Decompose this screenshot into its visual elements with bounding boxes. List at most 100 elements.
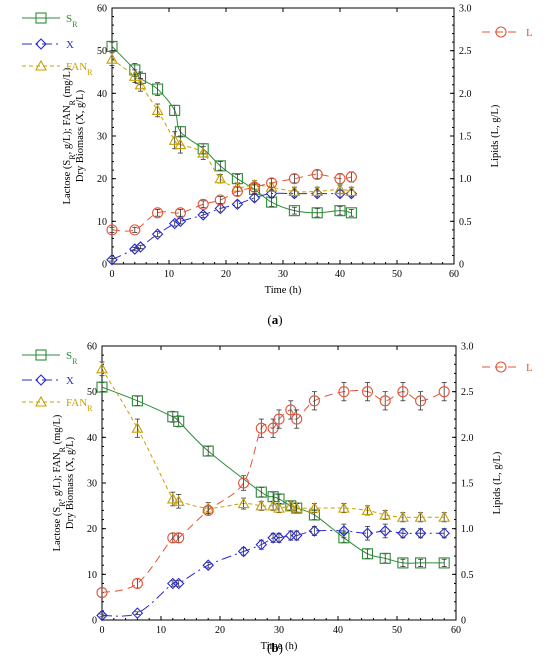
text-span: FAN (66, 397, 87, 409)
fan-marker (308, 501, 321, 513)
y-left-tick-label: 20 (97, 174, 107, 185)
y-left-tick-label: 10 (87, 570, 97, 581)
fan-marker (288, 185, 301, 197)
subscript: R (72, 357, 78, 366)
y-left-axis-label-2: Dry Biomass (X, g/L) (65, 436, 76, 529)
l-marker (415, 395, 427, 407)
subscript: R (87, 68, 93, 77)
fan-marker (345, 185, 358, 197)
s-marker (334, 205, 346, 217)
x-marker (134, 241, 147, 253)
l-marker (173, 532, 185, 544)
x-marker (265, 187, 278, 200)
subscript: R (68, 99, 77, 105)
x-marker (397, 527, 409, 540)
fan-marker (151, 104, 164, 115)
series-l (96, 382, 450, 599)
series-fan (106, 52, 358, 197)
fan-marker (96, 362, 108, 374)
y-right-axis-label: Lipids (L, g/L) (492, 451, 503, 514)
fan-marker (337, 501, 350, 513)
x-marker (35, 374, 47, 386)
y-right-tick-label: 0.5 (459, 217, 472, 228)
l-marker (248, 181, 261, 193)
text-span: S (66, 13, 72, 25)
fan-marker (174, 138, 187, 150)
s-marker (415, 557, 427, 569)
fan-marker (396, 511, 409, 522)
chart-panel-b: 0 10 20 30 40 50 60010203040506000.51.01.52.02… (22, 342, 533, 655)
text-span: , g/L); FAN (52, 452, 63, 502)
y-right-tick-label: 0 (459, 260, 464, 271)
x-marker (35, 38, 47, 50)
x-marker (334, 187, 346, 200)
series-l (106, 168, 357, 236)
y-right-tick-label: 2.5 (459, 46, 472, 57)
fan-marker (166, 492, 179, 504)
l-marker (495, 361, 507, 373)
caption-letter: b (271, 640, 278, 655)
y-left-axis-label-2: Dry Biomass (X, g/L) (75, 89, 86, 182)
fan-marker (214, 172, 227, 184)
x-marker (273, 532, 285, 544)
s-marker (173, 415, 185, 427)
x-tick-label: 30 (278, 269, 288, 280)
chart-panel-a: 0 10 20 30 40 50 60010203040506000.51.01.52.02… (22, 4, 533, 327)
x-tick-label: 10 (164, 269, 174, 280)
x-marker (231, 198, 244, 211)
text-span: ( (267, 312, 271, 327)
legend-label: FANR (66, 397, 93, 413)
s-marker (35, 12, 47, 24)
subscript: R (58, 446, 67, 452)
x-tick-label: 40 (335, 269, 345, 280)
y-left-tick-label: 40 (87, 433, 97, 444)
x-tick-label: 0 (100, 625, 105, 636)
fan-marker (131, 422, 144, 433)
legend-item-fan: FANR (22, 395, 93, 413)
l-marker (231, 185, 243, 198)
l-marker (129, 224, 141, 236)
fan-marker (290, 501, 303, 513)
s-marker (438, 557, 450, 569)
fan-marker (311, 185, 324, 197)
y-left-tick-label: 40 (97, 89, 107, 100)
x-tick-label: 0 (110, 269, 115, 280)
fan-marker (197, 146, 210, 158)
y-right-tick-label: 2.5 (461, 387, 474, 398)
s-marker (106, 40, 118, 52)
legend-label: X (66, 39, 74, 51)
x-tick-label: 30 (274, 625, 284, 636)
legend-label: SR (66, 350, 78, 366)
l-marker (238, 477, 250, 489)
legend-item-fan: FANR (22, 59, 93, 77)
fan-fit-line (111, 58, 352, 193)
s-marker (169, 104, 181, 116)
fan-marker (106, 53, 118, 64)
x-marker (290, 529, 303, 542)
x-marker (214, 202, 227, 215)
fan-marker (267, 499, 280, 511)
text-span: ( (267, 640, 271, 655)
subscript: R (58, 501, 67, 507)
fan-fit-line (101, 368, 445, 518)
fan-marker (334, 183, 346, 194)
fan-marker (284, 499, 297, 511)
l-marker (361, 386, 374, 398)
text-span: Lactose (S (52, 507, 63, 552)
x-tick-label: 50 (392, 625, 402, 636)
fan-marker (438, 511, 451, 522)
l-marker (266, 177, 278, 189)
l-marker (338, 386, 350, 398)
fan-marker (128, 70, 141, 81)
x-marker (338, 525, 350, 537)
legend-label: L (526, 27, 533, 39)
x-tick-label: 40 (333, 625, 343, 636)
text-span: Lactose (S (62, 160, 73, 205)
legend-label: L (526, 362, 533, 374)
l-marker (273, 413, 285, 425)
x-fit-line (111, 192, 352, 261)
legend-item-l: L (482, 361, 533, 374)
text-span: L (526, 27, 533, 39)
l-marker (152, 207, 164, 219)
y-right-tick-label: 1.5 (459, 132, 472, 143)
